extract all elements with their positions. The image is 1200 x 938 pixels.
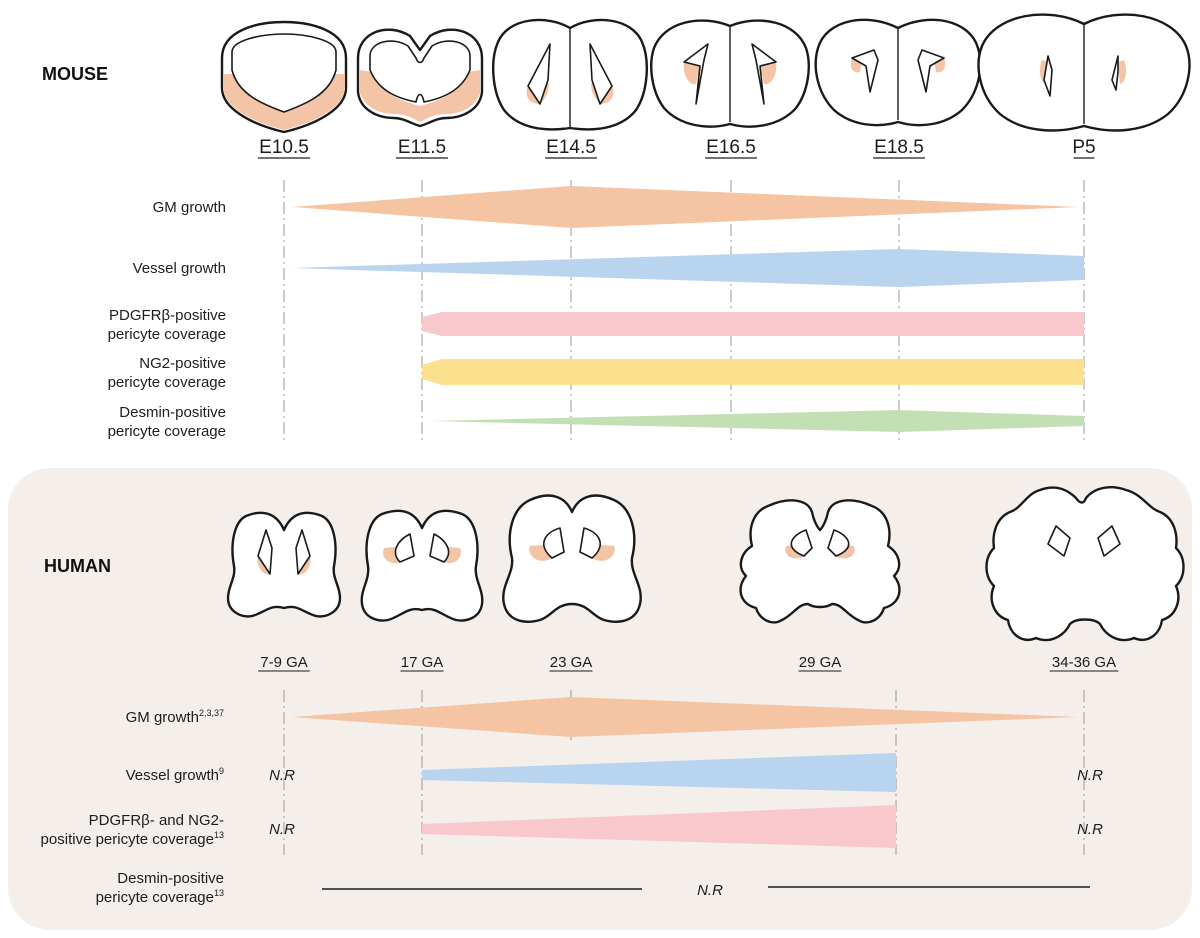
human-species-label: HUMAN [44, 556, 111, 576]
mouse-brain-p5 [977, 13, 1191, 132]
mouse-stage-label: E18.5 [874, 137, 924, 158]
mouse-ng2-shape [422, 359, 1084, 385]
human-brain-17-ga [360, 509, 484, 622]
mouse-row-label: GM growth [153, 199, 226, 216]
mouse-row-label: pericyte coverage [108, 326, 226, 343]
mouse-row-label: pericyte coverage [108, 423, 226, 440]
human-stage-label: 34-36 GA [1052, 654, 1116, 671]
mouse-row-label: Desmin-positive [119, 404, 226, 421]
citation-superscript: 13 [214, 888, 224, 898]
timeline-shapes [292, 186, 1090, 890]
human-brain-29-ga [739, 499, 901, 624]
mouse-row-label: PDGFRβ-positive [109, 307, 226, 324]
mouse-stage-label: E16.5 [706, 137, 756, 158]
human-row-label: pericyte coverage13 [96, 888, 224, 906]
human-stage-label: 17 GA [401, 654, 444, 671]
mouse-pdgfrb-shape [422, 312, 1084, 336]
human-not-reported: N.R [1077, 821, 1103, 838]
mouse-brain-e11-5 [356, 28, 484, 128]
human-brain-7-9-ga [226, 511, 342, 618]
human-not-reported: N.R [269, 767, 295, 784]
mouse-stage-label: E11.5 [398, 137, 446, 158]
human-brain-34-36-ga [985, 486, 1185, 642]
mouse-row-label: pericyte coverage [108, 374, 226, 391]
mouse-species-label: MOUSE [42, 64, 108, 84]
human-desmin-not-reported: N.R [697, 882, 723, 899]
human-not-reported: N.R [1077, 767, 1103, 784]
human-pericyte-shape [422, 805, 896, 848]
human-brain-23-ga [502, 494, 642, 623]
mouse-gm-shape [292, 186, 1078, 228]
citation-superscript: 2,3,37 [199, 708, 224, 718]
mouse-stage-label: E14.5 [546, 137, 596, 158]
human-stage-label: 29 GA [799, 654, 842, 671]
mouse-vessel-shape [292, 249, 1084, 287]
human-gm-shape [292, 697, 1078, 737]
human-row-label: positive pericyte coverage13 [41, 830, 224, 848]
timeline-labels: E10.5 E11.5 E14.5 E16.5 E18.5 P5 GM growth Vess… [41, 137, 1119, 906]
human-vessel-shape [422, 753, 896, 792]
mouse-brain-e18-5 [814, 18, 982, 127]
citation-superscript: 9 [219, 766, 224, 776]
mouse-brain-e16-5 [650, 19, 810, 128]
human-not-reported: N.R [269, 821, 295, 838]
mouse-row-label: Vessel growth [133, 260, 226, 277]
human-row-label: Vessel growth9 [126, 766, 224, 784]
mouse-desmin-shape [430, 410, 1084, 432]
citation-superscript: 13 [214, 830, 224, 840]
mouse-brain-e14-5 [492, 18, 648, 131]
human-row-label: PDGFRβ- and NG2- [89, 812, 224, 829]
human-row-label: Desmin-positive [117, 870, 224, 887]
mouse-brain-e10-5 [220, 20, 348, 134]
mouse-stage-label: P5 [1072, 137, 1095, 158]
human-stage-label: 7-9 GA [260, 654, 308, 671]
human-stage-label: 23 GA [550, 654, 593, 671]
mouse-stage-label: E10.5 [259, 137, 309, 158]
mouse-row-label: NG2-positive [139, 355, 226, 372]
